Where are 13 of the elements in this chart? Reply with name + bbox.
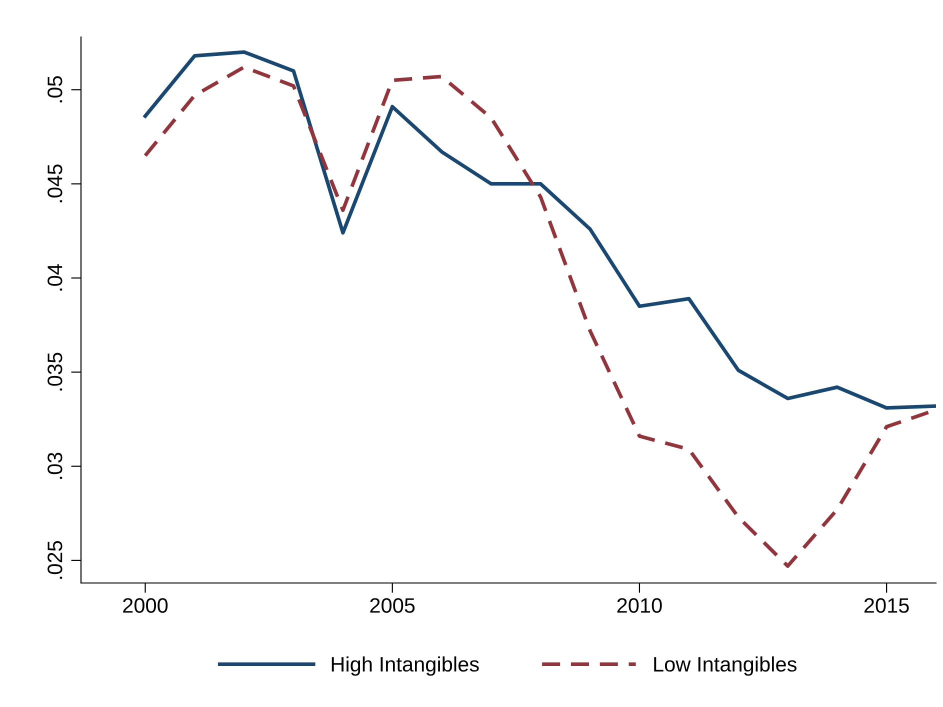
x-tick-label: 2005 xyxy=(370,598,415,613)
x-tick-label: 2000 xyxy=(123,598,168,613)
y-tick-label: .03 xyxy=(48,452,62,479)
x-tick-label: 2015 xyxy=(864,598,909,613)
y-tick-label: .045 xyxy=(48,164,62,202)
y-tick-label: .04 xyxy=(48,264,62,291)
x-tick-label: 2010 xyxy=(617,598,662,613)
y-tick-label: .05 xyxy=(48,76,62,102)
y-tick-label: .035 xyxy=(48,352,62,390)
y-tick-label: .025 xyxy=(48,541,62,579)
line-series xyxy=(143,50,936,410)
legend-label: High Intangibles xyxy=(332,656,479,676)
legend-label: Low Intangibles xyxy=(654,656,797,676)
